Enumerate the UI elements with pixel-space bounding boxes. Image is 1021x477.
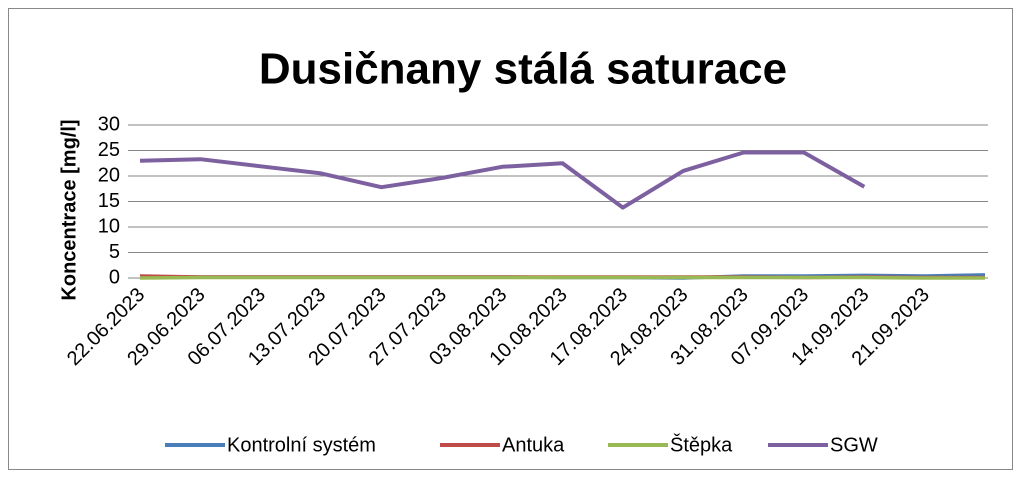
series-line — [139, 275, 985, 280]
y-tick-label: 30 — [98, 113, 120, 135]
legend-label: Štěpka — [670, 433, 733, 456]
y-tick-label: 25 — [98, 139, 120, 161]
chart-border — [8, 8, 1013, 470]
y-tick-label: 15 — [98, 190, 120, 212]
legend-label: Antuka — [502, 434, 565, 456]
y-tick-label: 5 — [109, 241, 120, 263]
series-line — [139, 150, 866, 210]
legend-label: SGW — [830, 434, 878, 456]
y-tick-label: 10 — [98, 215, 120, 237]
legend-label: Kontrolní systém — [227, 434, 376, 456]
y-tick-label: 20 — [98, 164, 120, 186]
y-tick-label: 0 — [109, 266, 120, 288]
y-axis-label: Koncentrace [mg/l] — [58, 119, 80, 300]
chart-title: Dusičnany stálá saturace — [259, 45, 787, 94]
